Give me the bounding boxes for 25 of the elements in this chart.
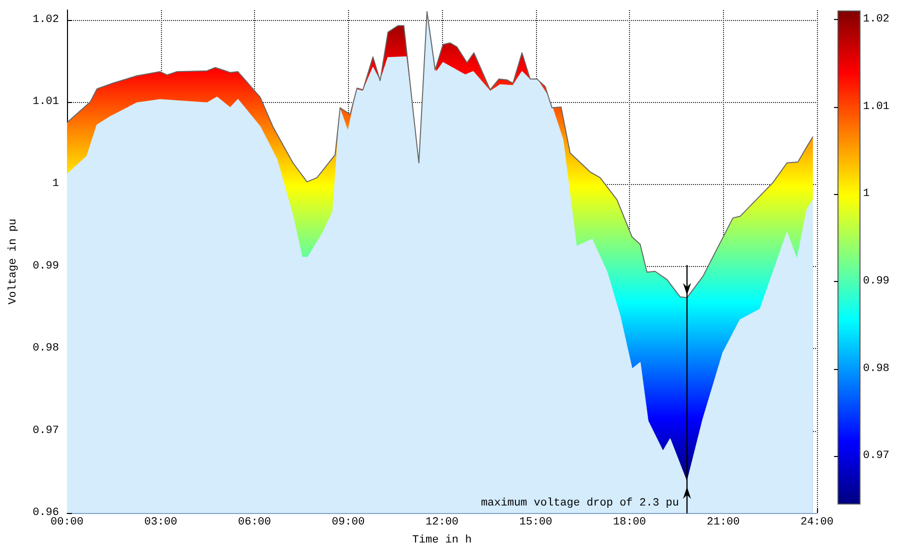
x-tick-label: 09:00	[332, 516, 365, 528]
color-bar-label: 0.98	[863, 362, 890, 375]
x-tick-label: 06:00	[238, 516, 272, 528]
annotation: maximum voltage drop of 2.3 pu	[480, 498, 679, 510]
color-bar-label: 0.99	[863, 275, 890, 288]
x-tick-label: 00:00	[50, 516, 84, 528]
color-bar-label: 1	[863, 188, 870, 200]
x-tick-label: 03:00	[144, 516, 178, 528]
y-tick-label: 1	[52, 178, 60, 190]
y-tick-label: 0.98	[32, 342, 59, 355]
x-axis-title: Time in h	[412, 534, 472, 546]
color-bar-label: 1.02	[863, 14, 890, 26]
x-tick-label: 24:00	[800, 516, 834, 528]
y-axis-title: Voltage in pu	[8, 218, 20, 304]
y-tick-label: 1.01	[32, 96, 60, 108]
line-series	[66, 11, 814, 298]
x-tick-label: 15:00	[519, 516, 552, 528]
color-bar-label: 1.01	[863, 100, 890, 113]
color-bar-label: 0.97	[863, 450, 890, 462]
x-tick-label: 18:00	[612, 516, 646, 528]
y-tick-label: 0.99	[32, 260, 59, 272]
x-tick-label: 12:00	[425, 516, 459, 528]
y-tick-label: 0.97	[32, 424, 59, 437]
y-tick-label: 1.02	[32, 14, 59, 26]
x-tick-label: 21:00	[706, 516, 740, 528]
